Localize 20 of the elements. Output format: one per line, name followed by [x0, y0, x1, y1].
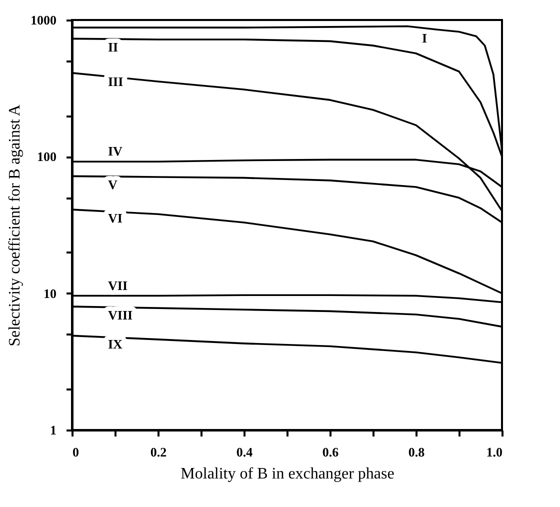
series-label: II [108, 40, 118, 55]
series-label: VII [108, 278, 128, 293]
y-tick-label: 100 [37, 149, 56, 164]
y-tick-label: 1 [50, 422, 56, 438]
x-tick-label: 0.6 [322, 444, 340, 460]
x-axis-title: Molality of B in exchanger phase [180, 466, 394, 482]
series-label: IX [108, 336, 124, 352]
y-axis-title: Selectivity coefficient for B against A [6, 104, 24, 346]
x-tick-label: 0.4 [236, 444, 254, 460]
series-label: VIII [108, 308, 133, 323]
y-tick-label: 1000 [30, 12, 56, 28]
x-tick-label: 0 [72, 444, 79, 460]
x-tick-label: 0.8 [408, 444, 426, 460]
series-label: V [108, 177, 118, 192]
series-label: VI [108, 210, 122, 226]
x-tick-label: 0.2 [150, 444, 167, 460]
series-label: I [422, 30, 428, 46]
y-tick-label: 10 [44, 286, 56, 301]
x-tick-label: 1.0 [486, 444, 502, 460]
series-label: IV [108, 144, 124, 159]
